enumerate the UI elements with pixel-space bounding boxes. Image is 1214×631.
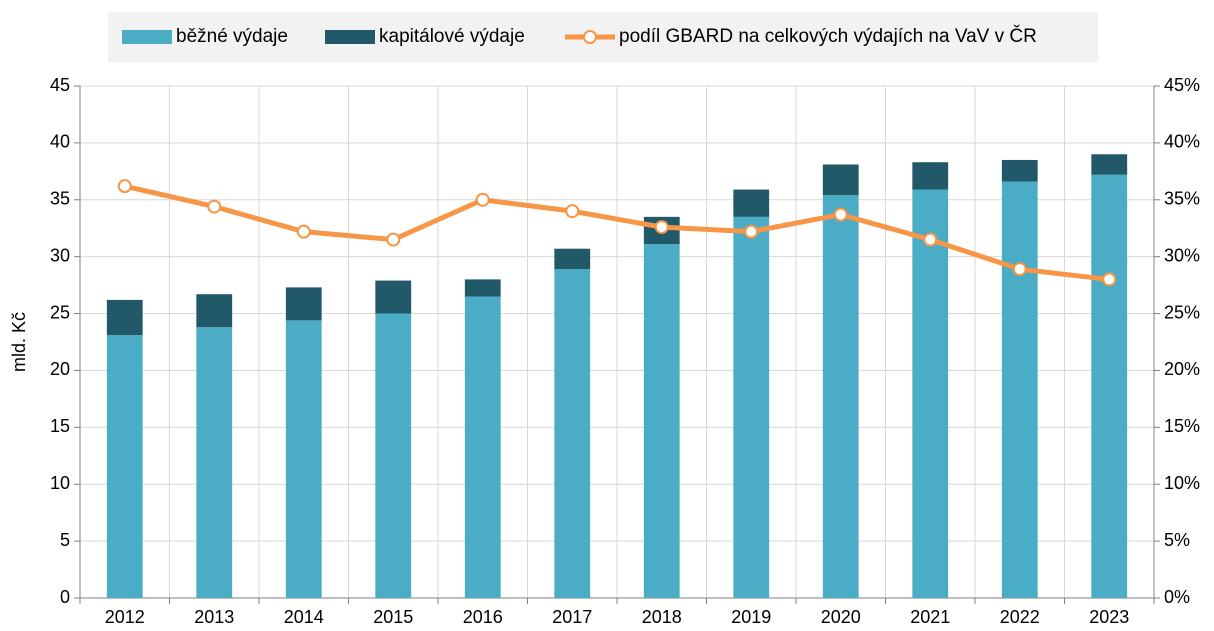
line-marker <box>386 232 401 247</box>
y2-tick-label: 45% <box>1164 75 1200 95</box>
bar <box>822 164 859 196</box>
y2-tick-label: 5% <box>1164 530 1190 550</box>
x-tick-label: 2012 <box>105 607 145 627</box>
x-tick-label: 2018 <box>642 607 682 627</box>
bar <box>1001 181 1038 598</box>
bar <box>375 313 412 598</box>
line-marker <box>475 192 490 207</box>
bar <box>285 287 322 321</box>
line-marker <box>117 179 132 194</box>
bar <box>912 189 949 598</box>
bar <box>196 294 233 328</box>
line-marker <box>923 232 938 247</box>
bar <box>733 216 770 598</box>
bar <box>822 195 859 598</box>
legend-swatch <box>325 30 375 44</box>
y-tick-label: 40 <box>50 132 70 152</box>
bar <box>554 248 591 270</box>
bar <box>1091 154 1128 175</box>
line-marker <box>744 224 759 239</box>
legend-label: běžné výdaje <box>176 26 288 47</box>
y-tick-label: 35 <box>50 189 70 209</box>
bar <box>106 335 143 598</box>
y-tick-label: 30 <box>50 245 70 265</box>
y2-tick-label: 30% <box>1164 245 1200 265</box>
legend-label: kapitálové výdaje <box>379 26 525 47</box>
y-tick-label: 45 <box>50 75 70 95</box>
y2-tick-label: 35% <box>1164 189 1200 209</box>
x-tick-label: 2015 <box>373 607 413 627</box>
y2-tick-label: 40% <box>1164 132 1200 152</box>
bar <box>643 244 680 598</box>
bar <box>375 280 412 314</box>
x-tick-label: 2017 <box>552 607 592 627</box>
bar <box>912 162 949 190</box>
y2-tick-label: 10% <box>1164 473 1200 493</box>
y2-tick-label: 25% <box>1164 302 1200 322</box>
bar <box>554 269 591 598</box>
y2-tick-label: 20% <box>1164 359 1200 379</box>
x-tick-label: 2020 <box>821 607 861 627</box>
y-tick-label: 25 <box>50 302 70 322</box>
x-tick-label: 2021 <box>910 607 950 627</box>
line-marker <box>565 204 580 219</box>
line-marker <box>207 199 222 214</box>
legend-swatch <box>122 30 172 44</box>
line-marker <box>654 220 669 235</box>
bar <box>733 189 770 217</box>
line-marker <box>833 207 848 222</box>
x-tick-label: 2019 <box>731 607 771 627</box>
bar <box>1001 159 1038 182</box>
y-tick-label: 10 <box>50 473 70 493</box>
y-tick-label: 15 <box>50 416 70 436</box>
y-axis-label: mld. Kč <box>9 312 29 372</box>
x-tick-label: 2013 <box>194 607 234 627</box>
line-marker <box>1012 262 1027 277</box>
y-tick-label: 20 <box>50 359 70 379</box>
line <box>124 183 1110 282</box>
bar <box>196 327 233 598</box>
y-tick-label: 0 <box>60 587 70 607</box>
y2-tick-label: 15% <box>1164 416 1200 436</box>
y-tick-label: 5 <box>60 530 70 550</box>
bar <box>285 320 322 598</box>
bar <box>106 299 143 336</box>
line-marker <box>1102 272 1117 287</box>
x-tick-label: 2016 <box>463 607 503 627</box>
x-tick-label: 2014 <box>284 607 324 627</box>
legend-label: podíl GBARD na celkových výdajích na VaV… <box>619 25 1037 47</box>
bar <box>464 296 501 598</box>
bar <box>1091 174 1128 598</box>
x-tick-label: 2023 <box>1089 607 1129 627</box>
legend: běžné výdaje kapitálové výdaje podíl GBARD… <box>122 25 1037 47</box>
legend-marker <box>583 30 597 44</box>
line-marker <box>296 224 311 239</box>
bar <box>464 279 501 297</box>
x-tick-label: 2022 <box>1000 607 1040 627</box>
y2-tick-label: 0% <box>1164 587 1190 607</box>
